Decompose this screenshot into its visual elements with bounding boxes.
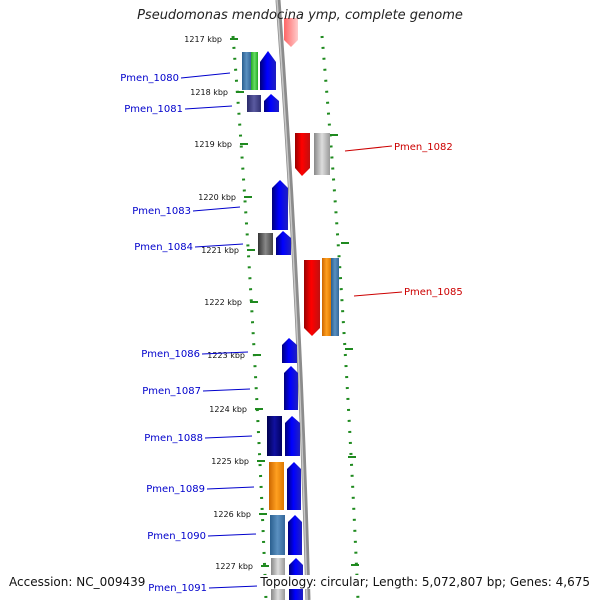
gene-block[interactable]	[242, 52, 251, 90]
gene-arrow-forward[interactable]	[272, 180, 288, 230]
leader-line	[202, 388, 251, 392]
gene-label[interactable]: Pmen_1089	[146, 484, 205, 495]
scale-labels: 1217 kbp 1218 kbp 1219 kbp 1220 kbp 1221…	[184, 35, 253, 571]
scale-label: 1219 kbp	[194, 140, 232, 149]
gene-arrow-forward[interactable]	[276, 231, 291, 255]
leader-line	[180, 72, 231, 79]
leader-line	[207, 533, 257, 537]
gene-labels: Pmen_1080 Pmen_1081 Pmen_1082 Pmen_1083 …	[120, 73, 462, 594]
gene-block[interactable]	[251, 52, 258, 90]
leader-line	[206, 486, 255, 490]
gene-label[interactable]: Pmen_1088	[144, 433, 203, 444]
genome-backbone-highlight	[276, 0, 308, 601]
gene-label[interactable]: Pmen_1080	[120, 73, 179, 84]
leader-line	[204, 435, 253, 439]
gene-arrow-forward[interactable]	[264, 94, 279, 112]
gene-arrow-reverse[interactable]	[295, 133, 310, 176]
scale-label: 1222 kbp	[204, 298, 242, 307]
gene-arrow-reverse[interactable]	[284, 18, 298, 47]
leader-line	[344, 145, 393, 152]
gene-label[interactable]: Pmen_1091	[148, 583, 207, 594]
gene-label[interactable]: Pmen_1086	[141, 349, 200, 360]
gene-arrow-reverse[interactable]	[304, 260, 320, 336]
scale-label: 1223 kbp	[207, 351, 245, 360]
gene-arrow-forward[interactable]	[260, 51, 276, 90]
gene-leader-lines	[180, 72, 403, 589]
scale-label: 1224 kbp	[209, 405, 247, 414]
leader-line	[201, 351, 249, 355]
gene-label[interactable]: Pmen_1087	[142, 386, 201, 397]
scale-ticks	[230, 38, 359, 567]
leader-line	[208, 585, 259, 589]
gene-arrow-forward[interactable]	[287, 462, 301, 510]
leader-line	[353, 291, 403, 297]
map-title: Pseudomonas mendocina ymp, complete geno…	[137, 8, 463, 23]
gene-label[interactable]: Pmen_1083	[132, 206, 191, 217]
gene-label[interactable]: Pmen_1084	[134, 242, 193, 253]
gene-block[interactable]	[247, 95, 261, 112]
gene-block[interactable]	[267, 416, 282, 456]
gene-block[interactable]	[322, 258, 331, 336]
leader-line	[184, 105, 233, 110]
scale-label: 1227 kbp	[215, 562, 253, 571]
topology-text: Topology: circular; Length: 5,072,807 bp…	[257, 575, 590, 589]
scale-label: 1220 kbp	[198, 193, 236, 202]
gene-block[interactable]	[269, 462, 284, 510]
gene-arrow-forward[interactable]	[285, 416, 300, 456]
leader-line	[192, 206, 241, 212]
scale-label: 1221 kbp	[201, 246, 239, 255]
gene-block[interactable]	[270, 515, 285, 555]
gene-arrow-forward[interactable]	[284, 366, 298, 410]
gene-block[interactable]	[258, 233, 273, 255]
gene-arrow-forward[interactable]	[288, 515, 302, 555]
scale-label: 1217 kbp	[184, 35, 222, 44]
gene-label[interactable]: Pmen_1090	[147, 531, 206, 542]
gene-label[interactable]: Pmen_1081	[124, 104, 183, 115]
gene-block[interactable]	[331, 258, 339, 336]
scale-label: 1225 kbp	[211, 457, 249, 466]
gene-features	[242, 18, 339, 600]
genome-backbone	[275, 0, 311, 601]
gene-label[interactable]: Pmen_1082	[394, 142, 453, 153]
leader-line	[194, 243, 244, 248]
gene-arrow-forward[interactable]	[282, 338, 297, 363]
scale-label: 1226 kbp	[213, 510, 251, 519]
gene-label[interactable]: Pmen_1085	[404, 287, 463, 298]
gene-block[interactable]	[314, 133, 330, 175]
accession-text: Accession: NC_009439	[9, 575, 146, 589]
scale-label: 1218 kbp	[190, 88, 228, 97]
